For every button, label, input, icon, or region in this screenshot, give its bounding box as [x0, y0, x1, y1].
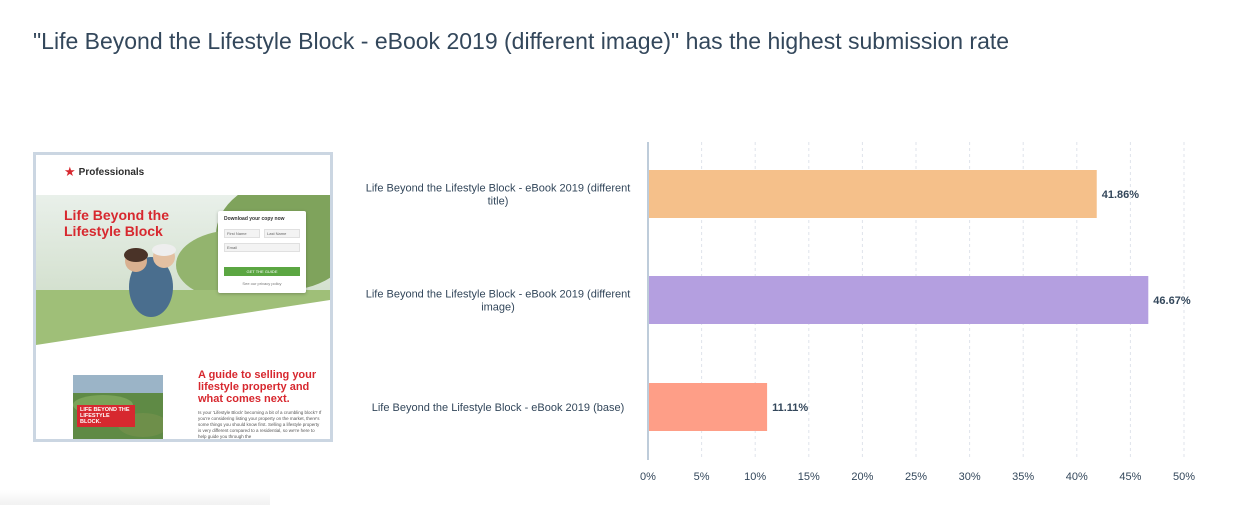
bars: 41.86% Life Beyond the Lifestyle Block - … [366, 170, 1191, 431]
guide-text: Is your 'Lifestyle Block' becoming a bit… [198, 410, 322, 439]
bar-value-label: 11.11% [772, 402, 808, 414]
form-title: Download your copy now [224, 216, 285, 222]
x-tick-label: 20% [851, 471, 873, 483]
category-label: Life Beyond the Lifestyle Block - eBook … [366, 289, 631, 314]
x-tick-label: 40% [1066, 471, 1088, 483]
landing-page-thumbnail: ★ Professionals Life Beyond the Lifestyl… [33, 152, 333, 442]
x-tick-label: 5% [694, 471, 710, 483]
download-form: Download your copy now First Name Last N… [218, 211, 306, 293]
category-label: Life Beyond the Lifestyle Block - eBook … [372, 402, 625, 414]
x-tick-label: 10% [744, 471, 766, 483]
bar[interactable] [649, 383, 768, 431]
guide-title: A guide to selling your lifestyle proper… [198, 369, 317, 405]
first-name-field: First Name [224, 229, 260, 238]
x-tick-label: 15% [798, 471, 820, 483]
bar-value-label: 41.86% [1102, 189, 1140, 201]
chart-headline: "Life Beyond the Lifestyle Block - eBook… [33, 28, 1010, 54]
x-tick-label: 45% [1119, 471, 1141, 483]
x-tick-label: 50% [1173, 471, 1195, 483]
privacy-note: See our privacy policy [242, 281, 282, 286]
brand-logo: ★ Professionals [64, 164, 144, 180]
x-axis-ticks: 0% 5% 10% 15% 20% 25% 30% 35% 40% 45% 50% [640, 471, 1195, 483]
email-field: Email [224, 243, 300, 252]
x-tick-label: 25% [905, 471, 927, 483]
brand-logo-text: Professionals [78, 166, 145, 178]
ebook-cover: LIFE BEYOND THE LIFESTYLE BLOCK. [73, 375, 163, 439]
x-tick-label: 30% [959, 471, 981, 483]
x-tick-label: 0% [640, 471, 656, 483]
category-label: Life Beyond the Lifestyle Block - eBook … [366, 183, 631, 208]
bottom-shadow [0, 490, 270, 505]
ebook-cover-title: LIFE BEYOND THE LIFESTYLE BLOCK. [77, 405, 135, 427]
bar[interactable] [649, 276, 1149, 324]
x-tick-label: 35% [1012, 471, 1034, 483]
bar[interactable] [649, 170, 1097, 218]
hero-title: Life Beyond the Lifestyle Block [64, 207, 170, 239]
bar-value-label: 46.67% [1153, 295, 1191, 307]
star-icon: ★ [64, 164, 76, 179]
last-name-field: Last Name [264, 229, 300, 238]
get-guide-button: GET THE GUIDE [224, 267, 300, 276]
